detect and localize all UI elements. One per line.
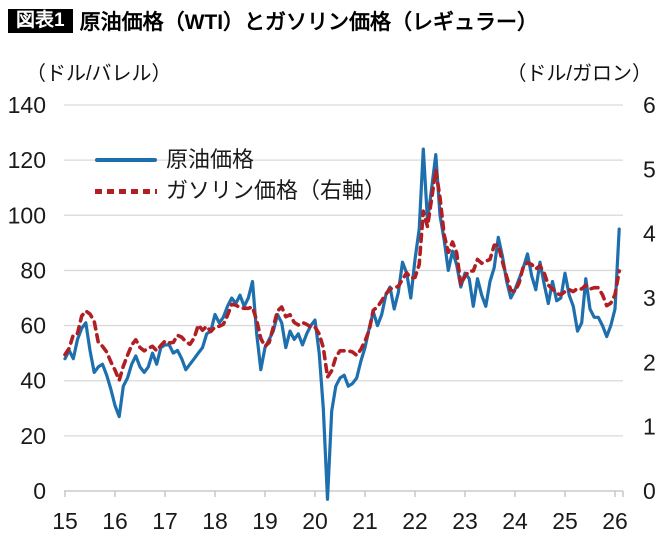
left-axis-tick-label: 120 [8,147,46,173]
legend-item-gasoline: ガソリン価格（右軸） [95,179,386,203]
x-axis-tick-label: 26 [602,508,628,534]
right-axis-tick-label: 0 [643,478,656,504]
right-axis-tick-label: 1 [643,414,656,440]
x-axis-tick-label: 20 [302,508,328,534]
left-axis-tick-label: 60 [20,313,46,339]
left-axis-tick-label: 20 [20,423,46,449]
figure-number-badge: 図表1 [8,9,73,33]
legend-label-crude-oil: 原油価格 [166,147,255,172]
x-axis-tick-label: 15 [52,508,78,534]
x-axis-tick-label: 25 [552,508,578,534]
x-axis-tick-label: 18 [202,508,228,534]
x-axis-tick-label: 19 [252,508,278,534]
x-axis-tick-label: 22 [402,508,428,534]
left-axis-unit-label: （ドル/バレル） [26,63,172,85]
chart-legend: 原油価格 ガソリン価格（右軸） [95,148,386,203]
right-axis-tick-label: 5 [643,156,656,182]
right-axis-tick-label: 4 [643,221,656,247]
crude-oil-price-line [63,147,621,501]
x-axis-tick-label: 21 [352,508,378,534]
legend-item-crude-oil: 原油価格 [95,148,386,172]
left-axis-tick-label: 100 [8,202,46,228]
right-axis-tick-label: 2 [643,349,656,375]
crude-oil-line-swatch [95,158,157,162]
x-axis-tick-label: 17 [152,508,178,534]
left-axis-tick-label: 0 [33,478,46,504]
x-axis-tick-label: 24 [502,508,528,534]
left-axis-tick-label: 140 [8,92,46,118]
right-axis-tick-label: 3 [643,285,656,311]
legend-label-gasoline: ガソリン価格（右軸） [166,178,387,203]
x-axis-tick-label: 23 [452,508,478,534]
left-axis-tick-label: 80 [20,257,46,283]
chart-title: 原油価格（WTI）とガソリン価格（レギュラー） [79,11,539,34]
left-axis-tick-label: 40 [20,368,46,394]
gasoline-line-swatch [95,188,157,194]
x-axis-tick-label: 16 [102,508,128,534]
chart-header: 図表1 原油価格（WTI）とガソリン価格（レギュラー） [8,6,538,36]
gasoline-price-line [63,168,622,383]
right-axis-unit-label: （ドル/ガロン） [506,63,652,85]
right-axis-tick-label: 6 [643,92,656,118]
